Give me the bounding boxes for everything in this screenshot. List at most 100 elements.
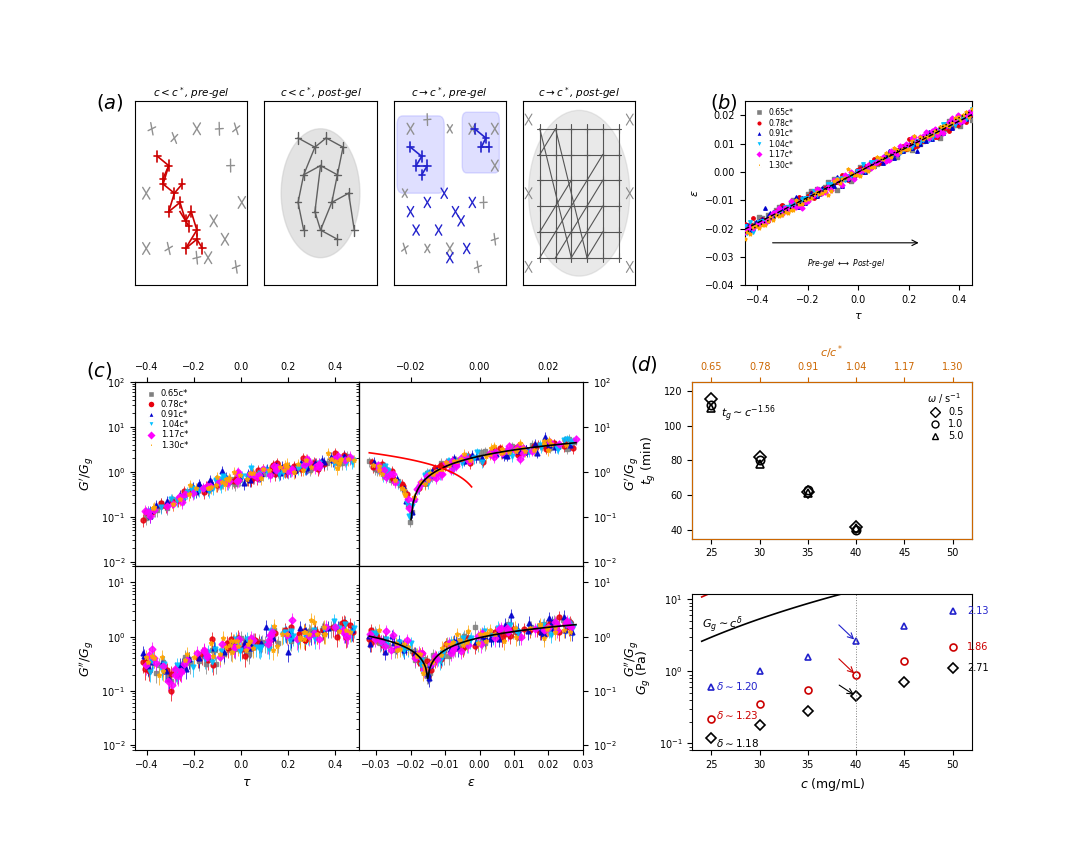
Point bbox=[765, 206, 782, 219]
Point bbox=[756, 201, 773, 215]
Point bbox=[923, 128, 941, 142]
Point bbox=[837, 169, 854, 182]
Point bbox=[854, 163, 872, 176]
Point bbox=[828, 172, 846, 185]
Point bbox=[759, 209, 777, 223]
Point bbox=[802, 185, 820, 198]
Point bbox=[958, 112, 975, 126]
Point bbox=[813, 185, 831, 199]
Point bbox=[756, 217, 773, 230]
Point bbox=[926, 128, 943, 142]
Point bbox=[891, 146, 908, 159]
Point bbox=[796, 191, 813, 205]
Point bbox=[877, 154, 894, 168]
Point bbox=[761, 210, 779, 223]
Point bbox=[854, 165, 872, 179]
Point bbox=[943, 116, 960, 130]
Point bbox=[742, 223, 759, 237]
Point bbox=[825, 177, 842, 191]
Point bbox=[900, 141, 917, 154]
Point bbox=[802, 190, 820, 203]
Point bbox=[785, 198, 802, 212]
Point bbox=[811, 183, 828, 196]
Point bbox=[851, 161, 868, 175]
Point bbox=[842, 165, 860, 179]
Point bbox=[753, 214, 770, 228]
Point bbox=[816, 184, 834, 197]
Point bbox=[937, 119, 955, 132]
Point bbox=[813, 185, 831, 198]
Y-axis label: $G_g$ (Pa): $G_g$ (Pa) bbox=[635, 649, 653, 695]
Point bbox=[912, 137, 929, 151]
Point bbox=[897, 140, 915, 153]
Point bbox=[791, 194, 808, 207]
Point bbox=[751, 222, 768, 235]
Y-axis label: $t_g$ (min): $t_g$ (min) bbox=[640, 436, 659, 485]
Point bbox=[787, 201, 805, 214]
Point bbox=[963, 108, 981, 121]
Point bbox=[756, 215, 773, 228]
Point bbox=[816, 183, 834, 196]
Point bbox=[903, 140, 920, 153]
Point bbox=[929, 131, 946, 144]
Point bbox=[860, 161, 877, 175]
Point bbox=[958, 111, 975, 125]
Point bbox=[932, 122, 949, 136]
Point bbox=[834, 168, 851, 181]
Point bbox=[891, 144, 908, 158]
Point bbox=[955, 111, 972, 125]
Point bbox=[897, 142, 915, 156]
Point bbox=[955, 112, 972, 126]
Point bbox=[897, 140, 915, 153]
Point bbox=[851, 167, 868, 180]
Point bbox=[765, 211, 782, 224]
Point bbox=[753, 212, 770, 226]
Point bbox=[756, 215, 773, 228]
Point bbox=[777, 204, 794, 217]
Point bbox=[770, 207, 787, 220]
Point bbox=[834, 172, 851, 185]
Point bbox=[955, 109, 972, 122]
Point bbox=[894, 139, 912, 153]
Point bbox=[753, 211, 770, 224]
Point bbox=[744, 220, 761, 234]
Point bbox=[854, 163, 872, 176]
Point bbox=[837, 171, 854, 185]
Point bbox=[851, 169, 868, 182]
Point bbox=[877, 147, 894, 160]
Point bbox=[915, 129, 932, 142]
Point bbox=[846, 169, 863, 183]
Point bbox=[934, 117, 951, 131]
Point bbox=[860, 164, 877, 177]
Point bbox=[856, 164, 874, 177]
Point bbox=[949, 115, 967, 128]
Text: $\delta \sim 1.20$: $\delta \sim 1.20$ bbox=[716, 680, 759, 692]
Point bbox=[917, 126, 934, 139]
Point bbox=[865, 157, 882, 170]
Point bbox=[834, 173, 851, 186]
Point bbox=[856, 164, 874, 178]
Point bbox=[779, 207, 796, 220]
Point bbox=[742, 222, 759, 235]
Point bbox=[882, 148, 900, 161]
X-axis label: $\tau$: $\tau$ bbox=[854, 310, 863, 320]
Point bbox=[820, 188, 837, 201]
Point bbox=[773, 198, 791, 212]
FancyBboxPatch shape bbox=[397, 115, 444, 193]
Point bbox=[785, 201, 802, 214]
Point bbox=[900, 142, 917, 156]
Point bbox=[960, 106, 977, 120]
Point bbox=[863, 157, 880, 170]
Point bbox=[897, 142, 915, 156]
Point bbox=[842, 167, 860, 180]
Point bbox=[773, 200, 791, 213]
Point bbox=[908, 137, 926, 151]
Point bbox=[777, 201, 794, 214]
Point bbox=[882, 150, 900, 164]
Point bbox=[915, 132, 932, 146]
Point bbox=[735, 219, 753, 233]
Text: $(c)$: $(c)$ bbox=[85, 360, 112, 381]
Point bbox=[886, 144, 903, 158]
Point bbox=[820, 180, 837, 193]
Point bbox=[773, 207, 791, 220]
